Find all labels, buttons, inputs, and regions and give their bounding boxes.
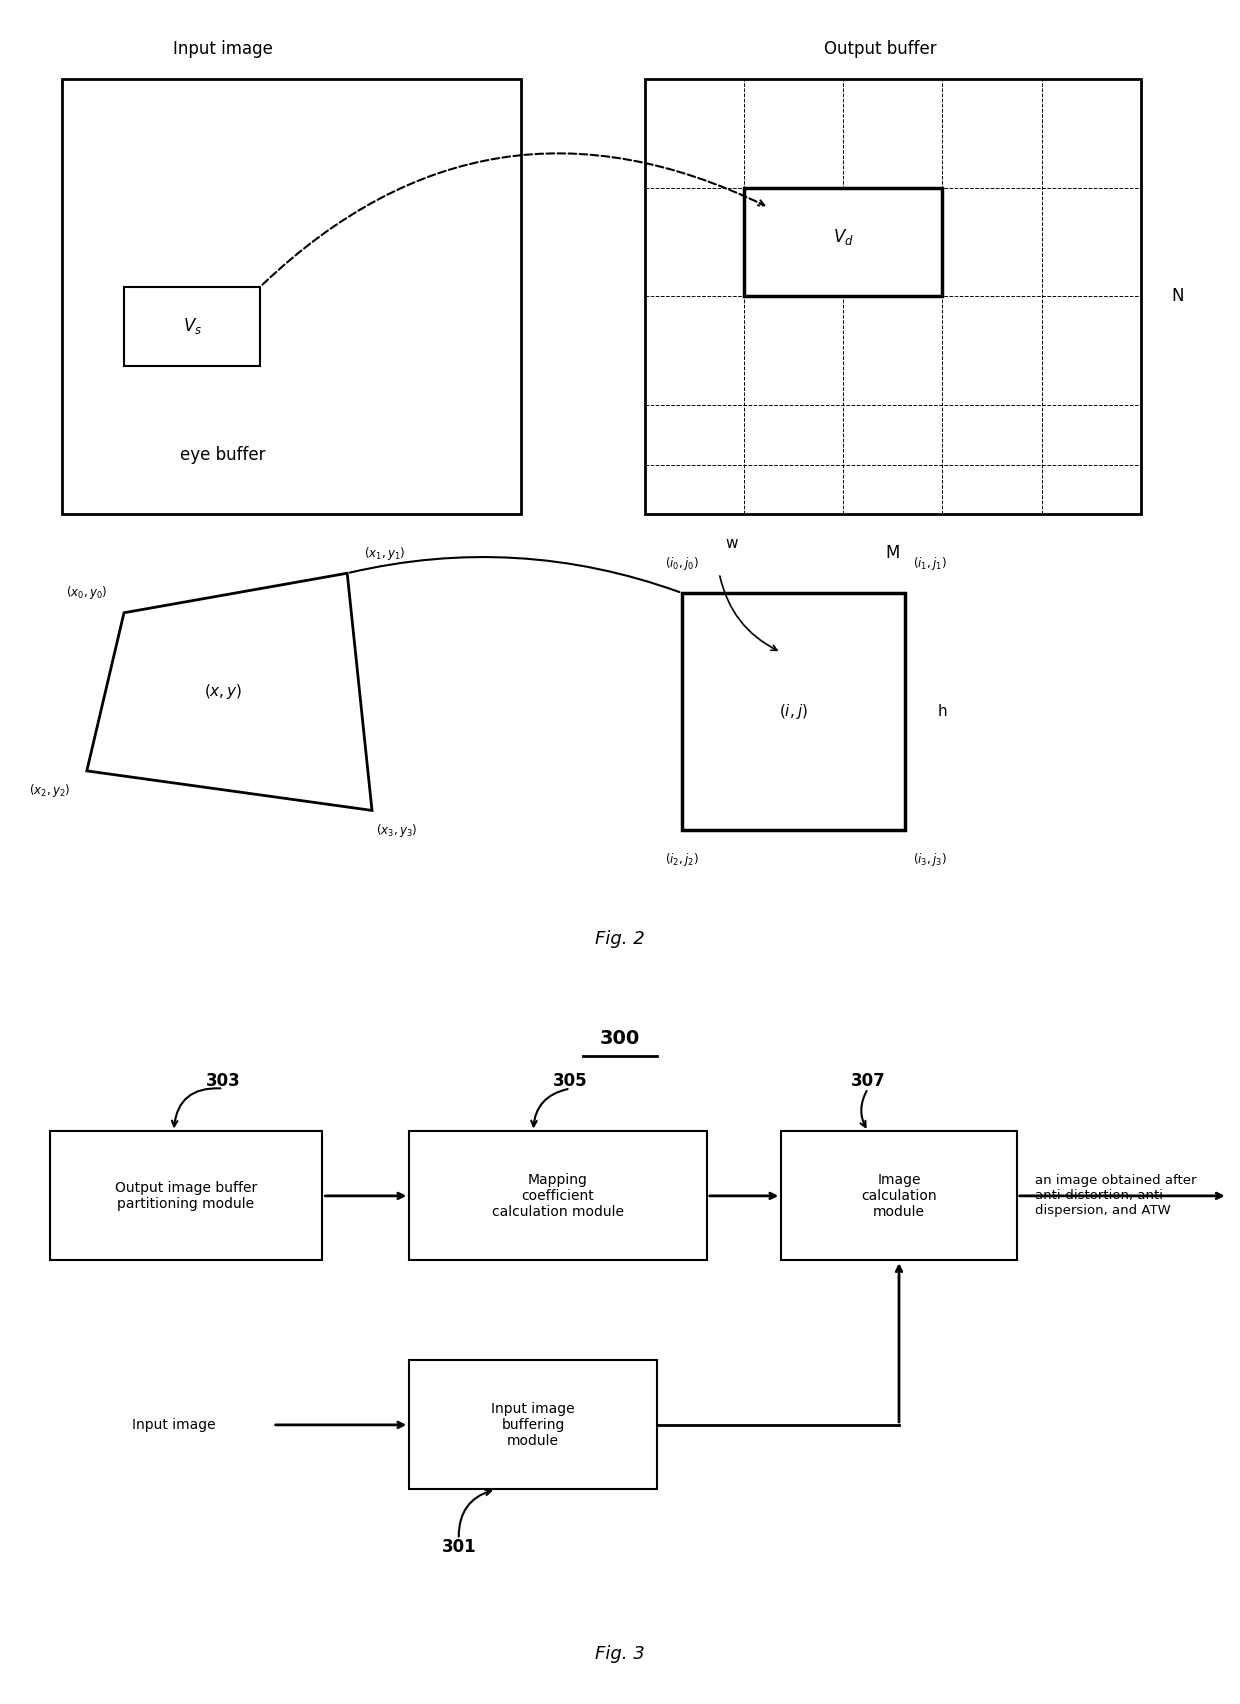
Text: $(i_3,j_3)$: $(i_3,j_3)$ (913, 852, 947, 869)
Text: eye buffer: eye buffer (181, 446, 265, 463)
Text: Fig. 3: Fig. 3 (595, 1644, 645, 1663)
Text: h: h (937, 704, 947, 719)
Text: $(i,j)$: $(i,j)$ (779, 702, 808, 721)
Text: Output buffer: Output buffer (825, 41, 936, 58)
Text: $V_s$: $V_s$ (182, 317, 202, 336)
Text: Fig. 2: Fig. 2 (595, 930, 645, 947)
Text: Input image
buffering
module: Input image buffering module (491, 1402, 575, 1448)
Text: $V_d$: $V_d$ (833, 227, 853, 247)
Text: Image
calculation
module: Image calculation module (862, 1172, 936, 1218)
Text: N: N (1172, 288, 1184, 305)
Text: M: M (885, 545, 900, 562)
Text: 305: 305 (553, 1072, 588, 1091)
Bar (682, 593, 905, 830)
Bar (409, 1360, 657, 1489)
Text: $(x_1,y_1)$: $(x_1,y_1)$ (363, 545, 405, 562)
Text: Input image: Input image (131, 1418, 216, 1431)
Text: 303: 303 (206, 1072, 241, 1091)
Bar (50, 1131, 322, 1261)
Bar (781, 1131, 1017, 1261)
Text: $(i_2,j_2)$: $(i_2,j_2)$ (665, 852, 699, 869)
Text: 300: 300 (600, 1029, 640, 1048)
Bar (744, 187, 942, 296)
Text: an image obtained after
anti-distortion, anti-
dispersion, and ATW: an image obtained after anti-distortion,… (1035, 1174, 1197, 1217)
Bar (124, 286, 260, 366)
Text: Output image buffer
partitioning module: Output image buffer partitioning module (115, 1181, 257, 1212)
Text: 301: 301 (441, 1537, 476, 1556)
Bar (645, 78, 1141, 515)
Text: $(i_0,j_0)$: $(i_0,j_0)$ (665, 556, 699, 573)
Text: Input image: Input image (174, 41, 273, 58)
Text: w: w (725, 537, 738, 550)
Text: $(x_0,y_0)$: $(x_0,y_0)$ (66, 584, 108, 602)
Text: $(x_2,y_2)$: $(x_2,y_2)$ (29, 782, 71, 799)
Bar (62, 78, 521, 515)
Bar (409, 1131, 707, 1261)
Text: Mapping
coefficient
calculation module: Mapping coefficient calculation module (492, 1172, 624, 1218)
Text: $(i_1,j_1)$: $(i_1,j_1)$ (913, 556, 947, 573)
Text: $(x,y)$: $(x,y)$ (205, 682, 242, 702)
Text: 307: 307 (851, 1072, 885, 1091)
Text: $(x_3,y_3)$: $(x_3,y_3)$ (376, 821, 418, 838)
